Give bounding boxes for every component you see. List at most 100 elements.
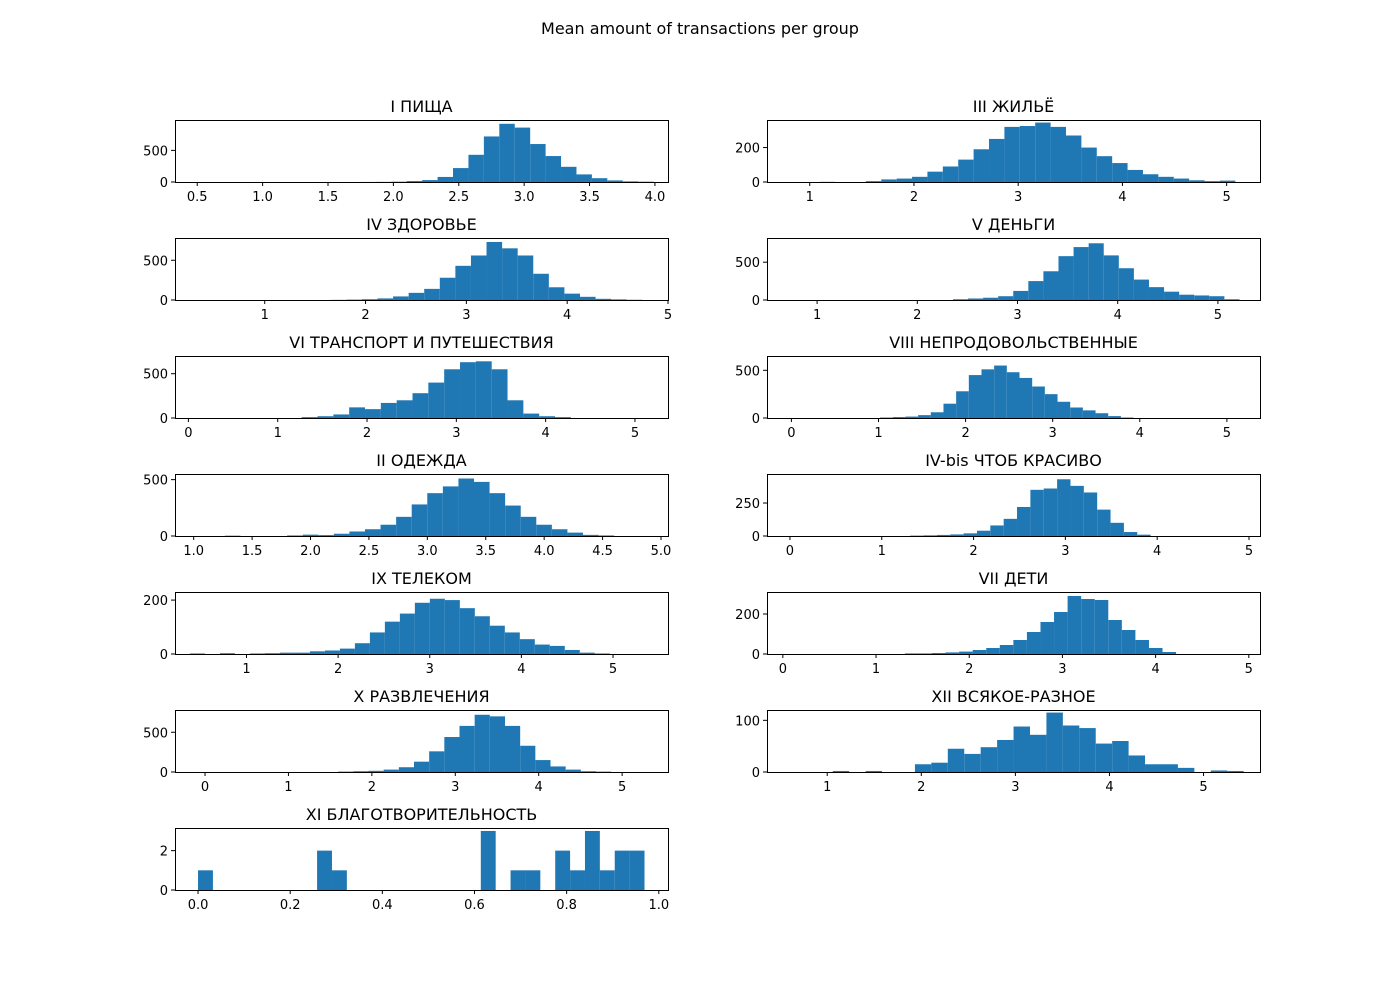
histogram-bar <box>896 178 913 182</box>
histogram-bar <box>1148 287 1165 300</box>
x-tick-label: 0 <box>201 780 209 795</box>
histogram-bar <box>408 292 425 300</box>
y-tick-label: 500 <box>143 726 168 741</box>
x-tick-label: 1 <box>806 190 814 205</box>
histogram-bar <box>249 653 265 654</box>
x-tick-label: 0 <box>787 426 795 441</box>
histogram-panel: II ОДЕЖДА 1.0 1.5 2.0 2.5 3.0 3.5 4.0 4.5 5.0 0 500 <box>143 451 671 559</box>
histogram-bar <box>331 870 347 890</box>
histogram-bar <box>349 407 366 418</box>
histogram-bar <box>986 648 1000 654</box>
x-tick-label: 2 <box>961 426 969 441</box>
x-tick-label: 3 <box>451 780 459 795</box>
x-tick-label: 3 <box>462 308 470 323</box>
histogram-bar <box>505 505 521 536</box>
histogram-panel: XII ВСЯКОЕ-РАЗНОЕ 1 2 3 4 5 0 100 <box>735 687 1261 795</box>
x-tick-label: 5 <box>1199 780 1207 795</box>
histogram-bar <box>514 127 531 182</box>
x-tick-label: 2 <box>361 308 369 323</box>
x-tick-label: 2 <box>913 308 921 323</box>
histogram-bar <box>1227 770 1244 772</box>
histogram-bar <box>595 298 612 300</box>
histogram-bar <box>1082 410 1096 418</box>
histogram-bar <box>536 524 552 536</box>
x-tick-label: 0.8 <box>556 898 577 913</box>
histogram-bar <box>1096 156 1113 182</box>
histogram-bar <box>1026 632 1041 654</box>
histogram-bar <box>930 412 944 418</box>
panel-title: IV ЗДОРОВЬЕ <box>366 215 476 234</box>
histogram-bar <box>279 652 295 654</box>
x-tick-label: 4 <box>542 426 550 441</box>
histogram-bar <box>219 653 235 654</box>
histogram-bar <box>1028 281 1044 300</box>
x-tick-label: 2 <box>969 544 977 559</box>
panel-title: II ОДЕЖДА <box>376 451 466 470</box>
histogram-bar <box>607 180 623 182</box>
histogram-bar <box>931 762 948 772</box>
x-tick-label: 1 <box>878 544 886 559</box>
x-tick-label: 4 <box>1105 780 1113 795</box>
histogram-bar <box>339 648 355 654</box>
axes-frame <box>175 828 669 891</box>
panel-title: IV-bis ЧТОБ КРАСИВО <box>925 451 1102 470</box>
axes-frame <box>767 120 1261 183</box>
histogram-bar <box>505 725 521 772</box>
x-tick-label: 2 <box>363 426 371 441</box>
axes-frame <box>767 238 1261 301</box>
histogram-bar <box>380 402 397 418</box>
histogram-bar <box>474 481 490 536</box>
histogram-bar <box>539 416 556 418</box>
y-tick-label: 0 <box>160 294 168 309</box>
histogram-bar <box>1137 534 1151 536</box>
histogram-bar <box>1032 386 1045 418</box>
histogram-bar <box>1083 492 1098 536</box>
histogram-bar <box>411 504 428 536</box>
x-tick-label: 4.0 <box>534 544 555 559</box>
histogram-bar <box>333 533 350 536</box>
histogram-bar <box>548 287 565 300</box>
histogram-bar <box>368 770 384 772</box>
y-tick-label: 2 <box>160 845 168 860</box>
histogram-bar <box>1046 712 1063 772</box>
x-tick-label: 4.0 <box>645 190 666 205</box>
x-tick-label: 4 <box>1118 190 1126 205</box>
y-tick-label: 200 <box>735 608 760 623</box>
histogram-panel: VII ДЕТИ 0 1 2 3 4 5 0 200 <box>735 569 1261 677</box>
histogram-bar <box>1108 620 1122 654</box>
panel-title: VIII НЕПРОДОВОЛЬСТВЕННЫЕ <box>889 333 1138 352</box>
histogram-bar <box>561 166 577 182</box>
panel-title: X РАЗВЛЕЧЕНИЯ <box>353 687 489 706</box>
histogram-bar <box>302 534 319 536</box>
histogram-bar <box>533 273 549 300</box>
x-tick-label: 1.5 <box>318 190 339 205</box>
x-tick-label: 3 <box>1049 426 1057 441</box>
histogram-bar <box>1097 509 1111 536</box>
histogram-bar <box>480 830 496 890</box>
histogram-bar <box>1004 126 1020 182</box>
histogram-bar <box>1173 178 1190 182</box>
axes-frame <box>767 710 1261 773</box>
histogram-bar <box>956 391 969 418</box>
y-tick-label: 0 <box>752 530 760 545</box>
y-tick-label: 0 <box>160 176 168 191</box>
histogram-bar <box>549 645 565 654</box>
histogram-bar <box>1057 401 1071 418</box>
histogram-bar <box>1070 485 1084 536</box>
x-tick-label: 3.0 <box>417 544 438 559</box>
histogram-bar <box>1079 728 1096 772</box>
histogram-panel: IV-bis ЧТОБ КРАСИВО 0 1 2 3 4 5 0 250 <box>735 451 1261 559</box>
histogram-bar <box>517 255 534 300</box>
panel-title: V ДЕНЬГИ <box>972 215 1055 234</box>
histogram-bar <box>611 299 627 300</box>
histogram-bar <box>1057 479 1071 536</box>
histogram-bar <box>399 613 415 654</box>
histogram-bar <box>1148 648 1163 654</box>
histogram-bar <box>349 531 365 536</box>
histogram-bar <box>1110 522 1124 536</box>
histogram-bar <box>1142 174 1159 182</box>
histogram-bar <box>475 361 492 418</box>
histogram-panel: I ПИЩА 0.5 1.0 1.5 2.0 2.5 3.0 3.5 4.0 0 500 <box>143 97 669 205</box>
y-tick-label: 0 <box>752 648 760 663</box>
histogram-bar <box>393 296 409 300</box>
